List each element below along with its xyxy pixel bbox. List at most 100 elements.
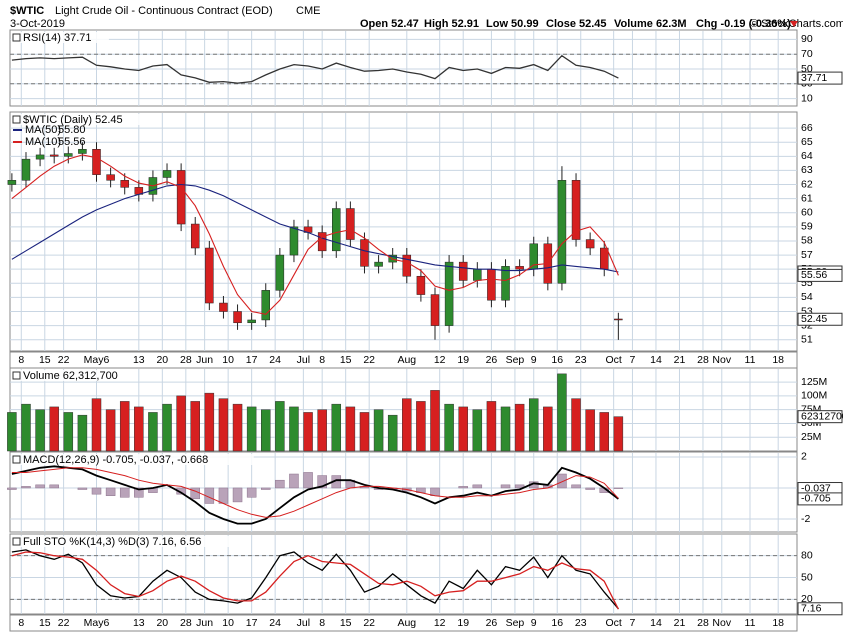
histogram-bar: [77, 487, 88, 490]
candle-body: [7, 180, 17, 185]
x-tick-label: 14: [650, 617, 662, 629]
volume-bar: [232, 403, 243, 452]
x-axis-band: [9, 614, 798, 632]
volume-bar: [77, 414, 88, 452]
x-tick-label: 28: [697, 617, 709, 629]
volume-bar: [331, 403, 342, 452]
x-tick-label: 16: [551, 617, 563, 629]
y-tick-label: 100M: [801, 390, 827, 402]
candle-body: [374, 261, 383, 267]
value-badge: [797, 268, 843, 282]
stat: Open 52.47: [360, 18, 419, 30]
x-tick-label: 24: [269, 617, 281, 629]
title-icon: [12, 33, 21, 42]
volume-bar: [571, 398, 581, 452]
series-line: [11, 467, 619, 518]
volume-bar: [500, 406, 511, 452]
x-tick-label: Aug: [397, 354, 416, 366]
x-tick-label: Sep: [506, 617, 525, 629]
x-tick-label: 28: [697, 354, 709, 366]
stat: Chg -0.19 (-0.36%): [696, 18, 791, 30]
x-tick-label: 16: [551, 354, 563, 366]
candle-body: [571, 180, 581, 240]
candle-body: [64, 153, 73, 157]
volume-bar: [514, 403, 525, 452]
histogram-bar: [613, 487, 624, 489]
y-tick-label: 25M: [801, 431, 821, 443]
volume-bar: [359, 412, 370, 452]
x-tick-label: 22: [363, 617, 375, 629]
y-tick-label: 59: [801, 221, 813, 233]
volume-bar: [317, 409, 327, 452]
histogram-bar: [514, 484, 525, 489]
panel-title: $WTIC (Daily) 52.45: [23, 114, 123, 126]
panel-title: Volume 62,312,700: [23, 370, 118, 382]
volume-bar: [119, 401, 130, 452]
y-tick-label: 60: [801, 207, 813, 219]
x-tick-label: 18: [772, 617, 784, 629]
candle-body: [190, 223, 200, 249]
value-badge-label: 7.16: [801, 603, 822, 615]
y-tick-label: 62: [801, 178, 813, 190]
volume-bar: [21, 403, 31, 452]
value-badge: [797, 602, 843, 616]
candle-body: [332, 208, 341, 252]
value-badge-label: 52.45: [801, 313, 827, 325]
candle-body: [106, 174, 115, 181]
candle-body: [557, 180, 567, 284]
x-tick-label: Aug: [397, 617, 416, 629]
x-tick-label: 22: [58, 354, 70, 366]
stat: Close 52.45: [546, 18, 607, 30]
legend-name: MA(10): [25, 136, 61, 148]
title-icon: [12, 537, 21, 546]
legend-value: 55.80: [58, 124, 86, 136]
volume-bar: [49, 406, 59, 452]
candle-body: [388, 254, 397, 263]
x-tick-label: 15: [39, 617, 51, 629]
x-tick-label: 12: [434, 354, 446, 366]
x-tick-label: 28: [180, 354, 192, 366]
x-tick-label: 20: [156, 617, 168, 629]
candle-body: [92, 149, 101, 175]
volume-bar: [444, 403, 454, 452]
x-tick-label: 7: [630, 617, 636, 629]
y-tick-label: 90: [801, 33, 813, 45]
x-tick-label: Jun: [196, 354, 213, 366]
series-line: [11, 551, 619, 610]
histogram-bar: [49, 484, 59, 489]
x-tick-label: 23: [575, 354, 587, 366]
histogram-bar: [261, 487, 271, 490]
y-tick-label: 66: [801, 122, 813, 134]
histogram-bar: [232, 487, 243, 503]
y-tick-label: 55: [801, 277, 813, 289]
y-tick-label: 125M: [801, 376, 827, 388]
candle-body: [49, 154, 59, 157]
candle-body: [120, 180, 129, 188]
x-tick-label: Oct: [605, 617, 621, 629]
candle-body: [360, 239, 369, 267]
x-tick-label: 8: [319, 354, 325, 366]
symbol: $WTIC: [10, 5, 44, 17]
volume-bar: [486, 401, 497, 452]
y-tick-label: 50: [801, 63, 813, 75]
date: 3-Oct-2019: [10, 18, 65, 30]
title-bg: [11, 536, 242, 547]
y-tick-label: 57: [801, 249, 813, 261]
x-tick-label: Oct: [605, 354, 621, 366]
histogram-bar: [289, 473, 299, 489]
volume-bar: [402, 398, 412, 452]
x-tick-label: 10: [222, 354, 234, 366]
volume-bar: [261, 409, 271, 452]
title-bg: [11, 454, 254, 465]
x-tick-label: 20: [156, 354, 168, 366]
stat: Low 50.99: [486, 18, 539, 30]
candle-body: [78, 149, 87, 154]
volume-bar: [458, 406, 468, 452]
stat: High 52.91: [424, 18, 479, 30]
candle-body: [501, 266, 510, 301]
volume-bar: [613, 416, 624, 452]
candle-body: [515, 266, 524, 270]
volume-bar: [373, 409, 384, 452]
x-tick-label: 19: [457, 354, 469, 366]
